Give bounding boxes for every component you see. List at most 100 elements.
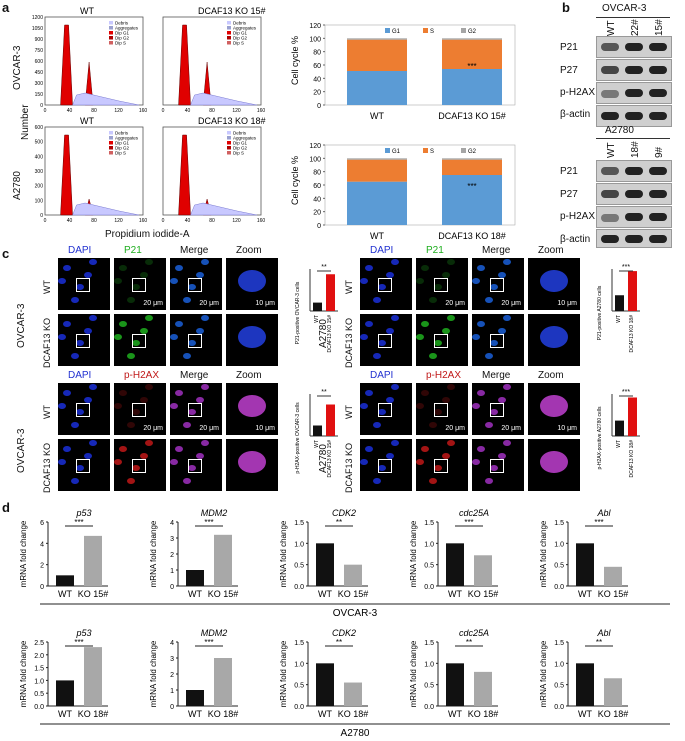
flow-y-tick: 200 — [35, 184, 44, 190]
nucleus — [84, 397, 92, 404]
nucleus — [365, 390, 373, 397]
nucleus — [416, 403, 424, 410]
flow-x-tick: 80 — [91, 108, 97, 114]
qpcr-category: WT — [448, 709, 462, 719]
nucleus — [386, 328, 394, 335]
qpcr-ytick: 0.0 — [424, 584, 434, 591]
zoom-region-box — [188, 459, 202, 473]
flow-x-tick: 160 — [139, 108, 148, 114]
nucleus — [127, 422, 135, 429]
zoom-region-box — [76, 403, 90, 417]
qpcr-ytick: 1 — [170, 688, 174, 695]
flow-legend-label: Aggregates — [115, 26, 139, 31]
qpcr-bar — [186, 570, 204, 586]
zoom-region-box — [188, 334, 202, 348]
qpcr-ytick: 1.5 — [34, 666, 44, 673]
if-column-label: Merge — [482, 245, 511, 256]
nucleus — [140, 328, 148, 335]
flow-y-tick: 900 — [35, 37, 44, 43]
cc-bar-segment — [442, 158, 502, 160]
qpcr-ytick: 0.5 — [424, 683, 434, 690]
panel-d-label: d — [2, 500, 10, 515]
nucleus — [170, 459, 178, 466]
if-micrograph — [528, 314, 580, 366]
nucleus — [442, 397, 450, 404]
nucleus — [421, 265, 429, 272]
nucleus — [472, 334, 480, 341]
blot-ovcar-row-actin: β-actin — [560, 109, 591, 120]
panel-b-label: b — [562, 0, 570, 15]
nucleus — [447, 384, 455, 391]
flow-y-tick: 100 — [35, 198, 44, 204]
if-quant-bar — [326, 404, 335, 436]
qpcr-category: KO 15# — [598, 589, 629, 599]
nucleus — [175, 446, 183, 453]
nucleus — [378, 340, 386, 347]
zoom-region-box — [378, 459, 392, 473]
cc-legend-label: S — [430, 149, 434, 155]
nucleus — [196, 397, 204, 404]
if-quant-category: DCAF13 KO 18# — [629, 315, 635, 353]
if-micrograph: 20 μm — [472, 383, 524, 435]
qpcr-gene-title: p53 — [75, 508, 91, 518]
nucleus — [127, 353, 135, 360]
flow-legend-swatch — [109, 146, 113, 150]
qpcr-ylabel: mRNA fold change — [539, 640, 548, 707]
scale-bar-label: 10 μm — [557, 425, 577, 432]
qpcr-ytick: 0.5 — [424, 563, 434, 570]
if-quant-sig: *** — [622, 264, 630, 271]
qpcr-ytick: 0.0 — [294, 584, 304, 591]
if-quant-chart: P21-positive OVCAR-3 cells WT DCAF13 KO 15… — [295, 264, 338, 353]
flow-s-area — [190, 92, 258, 106]
qpcr-gene-title: CDK2 — [332, 628, 356, 638]
nucleus — [89, 259, 97, 266]
qpcr-ylabel: mRNA fold change — [19, 520, 28, 587]
qpcr-ytick: 0.0 — [294, 704, 304, 711]
qpcr-ytick: 0.5 — [554, 683, 564, 690]
if-quant-bar — [313, 302, 322, 311]
nucleus — [175, 390, 183, 397]
nucleus — [238, 326, 266, 349]
scale-bar-label: 20 μm — [501, 425, 521, 432]
cc-ytick: 120 — [309, 143, 321, 150]
if-micrograph: 20 μm — [114, 258, 166, 310]
nucleus — [127, 297, 135, 304]
cc-ytick: 60 — [313, 183, 321, 190]
qpcr-ytick: 4 — [170, 520, 174, 527]
nucleus — [145, 440, 153, 447]
blot-ovcar-row-p27: P27 — [560, 65, 578, 76]
qpcr-sig: ** — [596, 638, 602, 647]
nucleus — [89, 440, 97, 447]
cc-ytick: 100 — [309, 36, 321, 43]
blot-a2780-lane-3: 9# — [654, 146, 665, 158]
qpcr-category: KO 18# — [78, 709, 109, 719]
if-row-label-wt: WT — [42, 405, 52, 419]
flow-x-tick: 0 — [44, 108, 47, 114]
cc-bar-segment — [347, 38, 407, 40]
nucleus — [477, 390, 485, 397]
nucleus — [132, 465, 140, 472]
nucleus — [540, 395, 568, 418]
if-column-label: Merge — [482, 370, 511, 381]
cc-bar-segment — [442, 38, 502, 40]
if-column-label: Zoom — [538, 370, 564, 381]
flow-x-tick: 0 — [44, 218, 47, 224]
nucleus — [477, 265, 485, 272]
nucleus — [71, 422, 79, 429]
flow-legend-label: Aggregates — [233, 26, 257, 31]
flow-y-tick: 1200 — [32, 15, 43, 21]
if-micrograph — [528, 439, 580, 491]
if-cell-label: OVCAR-3 — [16, 303, 27, 348]
qpcr-category: KO 15# — [78, 589, 109, 599]
nucleus — [63, 390, 71, 397]
nucleus — [503, 315, 511, 322]
qpcr-sig: *** — [594, 518, 603, 527]
zoom-region-box — [490, 334, 504, 348]
nucleus — [498, 397, 506, 404]
nucleus — [472, 459, 480, 466]
qpcr-cell-label: OVCAR-3 — [333, 608, 378, 619]
flow-legend-label: Aggregates — [233, 136, 257, 141]
qpcr-ytick: 1.5 — [294, 640, 304, 647]
qpcr-bar — [84, 647, 102, 706]
